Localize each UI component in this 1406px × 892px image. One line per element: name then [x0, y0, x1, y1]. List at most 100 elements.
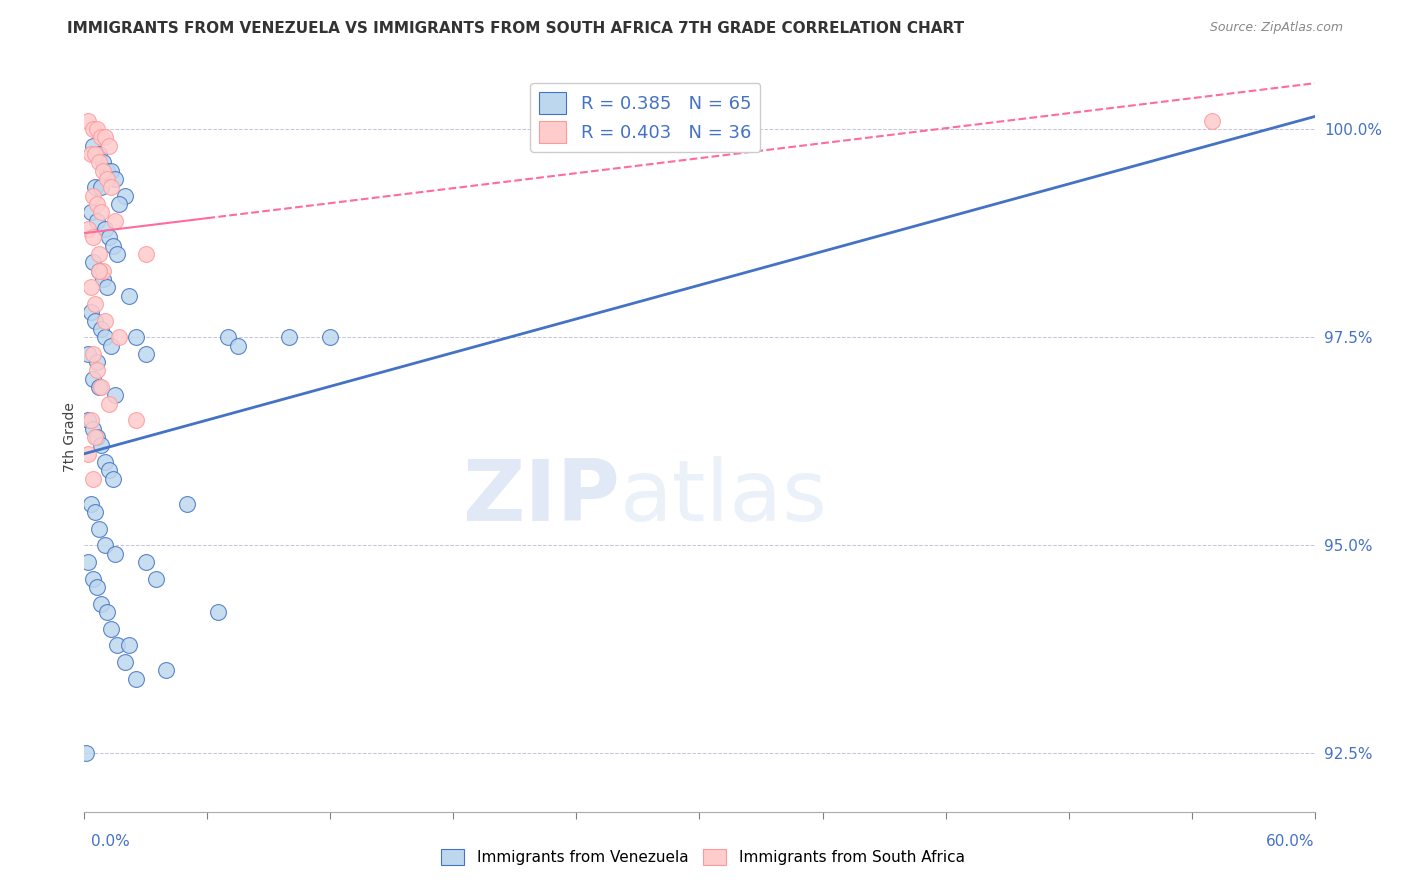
Point: [82, 122, 104, 136]
Point: [94, 538, 117, 552]
Point: [98, 138, 120, 153]
Point: [79, 305, 101, 319]
Point: [83, 505, 105, 519]
Point: [82, 230, 104, 244]
Point: [104, 172, 127, 186]
Point: [101, 472, 124, 486]
Point: [90, 130, 112, 145]
Point: [83, 313, 105, 327]
Point: [319, 330, 342, 344]
Point: [98, 463, 120, 477]
Point: [94, 330, 117, 344]
Point: [94, 130, 117, 145]
Point: [96, 605, 118, 619]
Y-axis label: 7th Grade: 7th Grade: [63, 402, 77, 472]
Point: [77, 222, 100, 236]
Legend: Immigrants from Venezuela, Immigrants from South Africa: Immigrants from Venezuela, Immigrants fr…: [436, 843, 970, 871]
Text: atlas: atlas: [620, 456, 828, 539]
Point: [96, 172, 118, 186]
Point: [77, 347, 100, 361]
Point: [87, 263, 110, 277]
Point: [83, 430, 105, 444]
Point: [96, 280, 118, 294]
Text: ZIP: ZIP: [461, 456, 620, 539]
Point: [82, 138, 104, 153]
Point: [87, 263, 110, 277]
Point: [77, 447, 100, 461]
Point: [217, 330, 239, 344]
Point: [82, 372, 104, 386]
Point: [87, 155, 110, 169]
Point: [90, 180, 112, 194]
Point: [108, 197, 131, 211]
Point: [105, 638, 128, 652]
Point: [82, 472, 104, 486]
Point: [135, 247, 157, 261]
Point: [82, 347, 104, 361]
Point: [87, 247, 110, 261]
Point: [96, 163, 118, 178]
Point: [100, 338, 122, 352]
Point: [83, 297, 105, 311]
Point: [118, 638, 141, 652]
Point: [176, 497, 198, 511]
Point: [77, 113, 100, 128]
Point: [90, 597, 112, 611]
Point: [98, 397, 120, 411]
Point: [79, 205, 101, 219]
Point: [135, 555, 157, 569]
Point: [104, 388, 127, 402]
Point: [114, 655, 136, 669]
Point: [75, 747, 97, 761]
Point: [83, 147, 105, 161]
Point: [91, 263, 114, 277]
Point: [135, 347, 157, 361]
Point: [91, 163, 114, 178]
Legend: R = 0.385   N = 65, R = 0.403   N = 36: R = 0.385 N = 65, R = 0.403 N = 36: [530, 83, 761, 152]
Point: [86, 197, 108, 211]
Point: [100, 163, 122, 178]
Point: [94, 455, 117, 469]
Point: [104, 547, 127, 561]
Point: [98, 230, 120, 244]
Point: [100, 622, 122, 636]
Point: [87, 380, 110, 394]
Point: [145, 572, 167, 586]
Point: [114, 188, 136, 202]
Point: [104, 213, 127, 227]
Point: [79, 497, 101, 511]
Point: [87, 522, 110, 536]
Point: [86, 363, 108, 377]
Point: [155, 663, 177, 677]
Point: [94, 313, 117, 327]
Point: [82, 188, 104, 202]
Point: [77, 413, 100, 427]
Point: [226, 338, 249, 352]
Point: [86, 213, 108, 227]
Text: 60.0%: 60.0%: [1267, 834, 1315, 849]
Point: [91, 155, 114, 169]
Point: [79, 280, 101, 294]
Point: [77, 555, 100, 569]
Point: [278, 330, 301, 344]
Point: [124, 330, 146, 344]
Point: [124, 413, 146, 427]
Point: [82, 572, 104, 586]
Point: [90, 438, 112, 452]
Point: [86, 122, 108, 136]
Point: [83, 180, 105, 194]
Point: [87, 147, 110, 161]
Point: [90, 205, 112, 219]
Point: [82, 422, 104, 436]
Point: [82, 255, 104, 269]
Text: IMMIGRANTS FROM VENEZUELA VS IMMIGRANTS FROM SOUTH AFRICA 7TH GRADE CORRELATION : IMMIGRANTS FROM VENEZUELA VS IMMIGRANTS …: [67, 21, 965, 36]
Point: [86, 355, 108, 369]
Point: [207, 605, 229, 619]
Text: 0.0%: 0.0%: [91, 834, 131, 849]
Text: Source: ZipAtlas.com: Source: ZipAtlas.com: [1209, 21, 1343, 34]
Point: [94, 222, 117, 236]
Point: [86, 580, 108, 594]
Point: [86, 430, 108, 444]
Point: [124, 672, 146, 686]
Point: [91, 272, 114, 286]
